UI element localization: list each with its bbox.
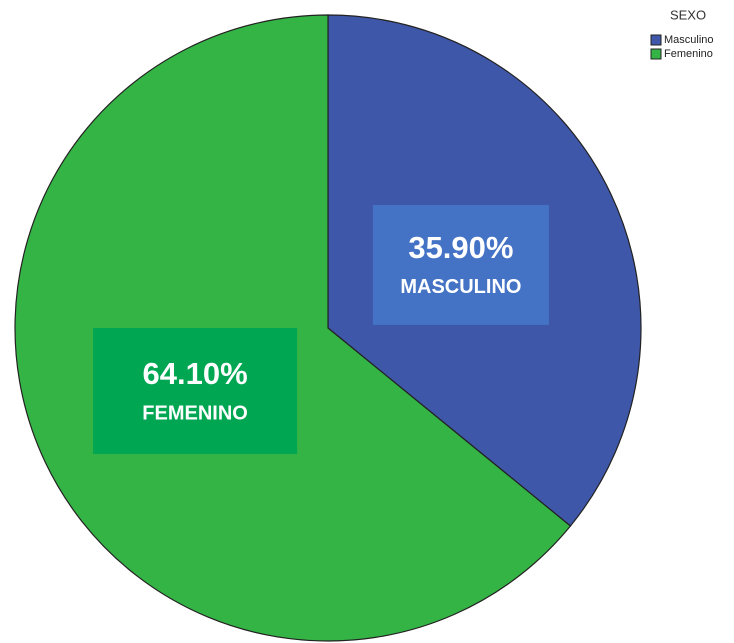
legend-swatch bbox=[650, 34, 662, 46]
value-label: 64.10% bbox=[143, 356, 248, 391]
legend-label: Femenino bbox=[664, 48, 713, 60]
slice-label: FEMENINO bbox=[142, 402, 248, 424]
legend-label: Masculino bbox=[664, 34, 714, 46]
value-label: 35.90% bbox=[408, 230, 513, 265]
legend-swatch bbox=[650, 48, 662, 60]
pie-slice bbox=[14, 14, 572, 642]
label-box bbox=[372, 204, 549, 325]
label-box bbox=[93, 328, 298, 455]
legend-title: SEXO bbox=[670, 7, 706, 22]
slice-label: MASCULINO bbox=[400, 276, 521, 298]
